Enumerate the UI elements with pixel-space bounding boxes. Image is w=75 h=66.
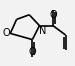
Text: N: N (39, 26, 47, 36)
Text: O: O (49, 10, 57, 20)
Text: O: O (29, 47, 36, 57)
Text: O: O (3, 28, 10, 38)
